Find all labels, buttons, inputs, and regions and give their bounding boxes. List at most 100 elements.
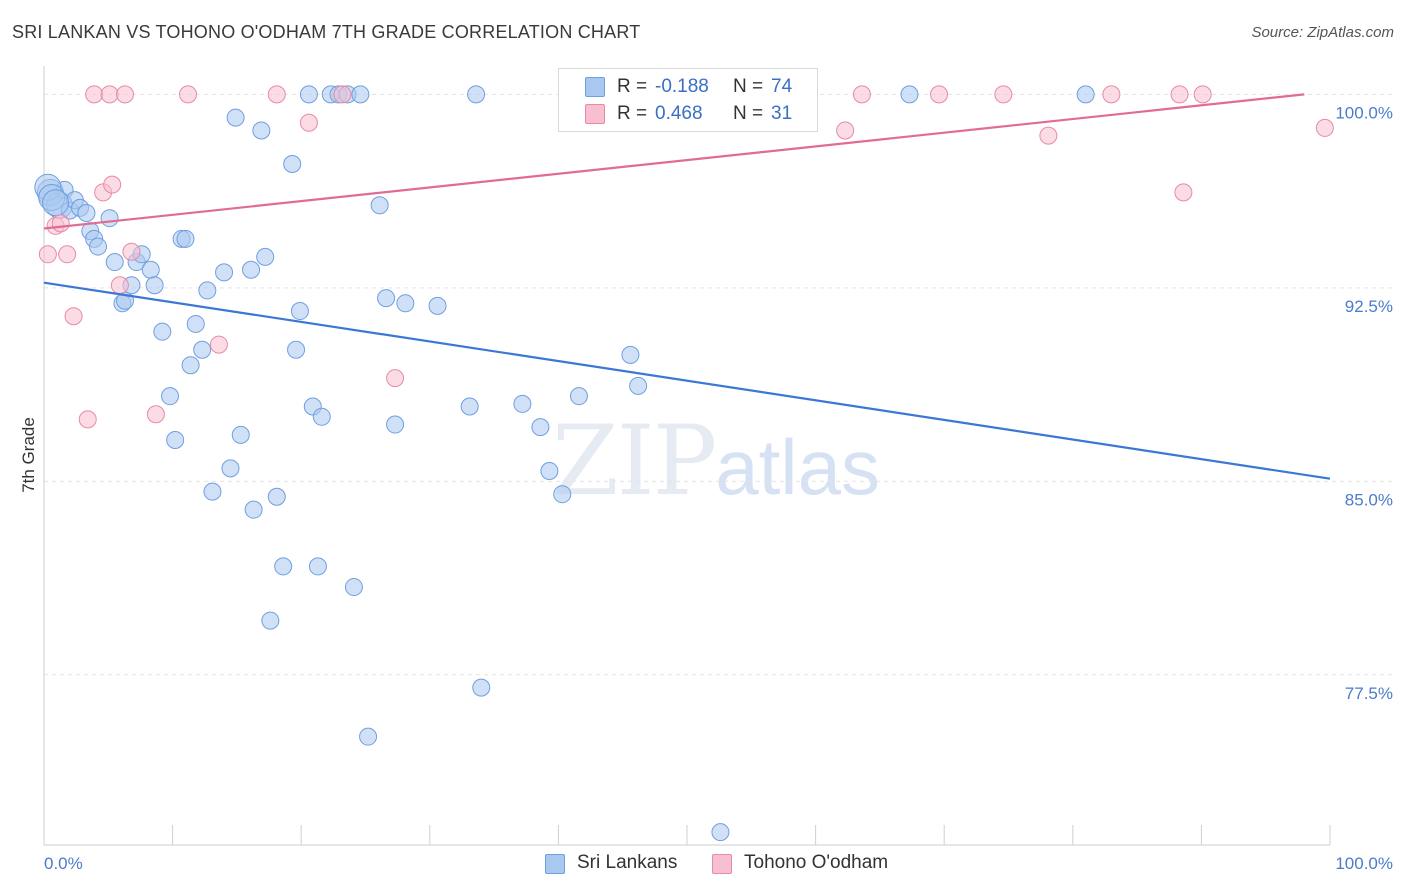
- y-tick-label: 100.0%: [1335, 103, 1393, 122]
- data-point-sri-lankans: [261, 611, 280, 630]
- data-point-tohono: [930, 85, 949, 104]
- data-point-tohono: [1102, 85, 1121, 104]
- bottom-legend-label: Tohono O'odham: [744, 852, 889, 873]
- data-point-sri-lankans: [621, 345, 640, 364]
- watermark-atlas: atlas: [715, 423, 880, 511]
- data-point-sri-lankans: [256, 247, 275, 266]
- data-point-sri-lankans: [344, 578, 363, 597]
- data-point-sri-lankans: [193, 340, 212, 359]
- data-point-sri-lankans: [215, 263, 234, 282]
- data-point-tohono: [58, 245, 77, 264]
- data-point-sri-lankans: [531, 418, 550, 437]
- x-tick-label: 100.0%: [1335, 854, 1393, 873]
- data-point-sri-lankans: [166, 431, 185, 450]
- data-point-sri-lankans: [252, 121, 271, 140]
- data-point-tohono: [267, 85, 286, 104]
- data-point-sri-lankans: [203, 482, 222, 501]
- data-point-tohono: [209, 335, 228, 354]
- axes: [43, 66, 1331, 846]
- trend-line-sri-lankans: [43, 281, 1331, 480]
- data-point-sri-lankans: [629, 376, 648, 395]
- data-point-sri-lankans: [467, 85, 486, 104]
- data-point-tohono: [386, 369, 405, 388]
- data-point-sri-lankans: [181, 356, 200, 375]
- data-point-sri-lankans: [283, 155, 302, 174]
- y-tick-label: 85.0%: [1345, 490, 1393, 509]
- data-point-sri-lankans: [290, 302, 309, 321]
- data-point-tohono: [146, 405, 165, 424]
- data-point-sri-lankans: [472, 678, 491, 697]
- data-point-sri-lankans: [900, 85, 919, 104]
- legend-n-label: N =: [733, 103, 764, 124]
- data-point-sri-lankans: [89, 237, 108, 256]
- data-point-tohono: [1039, 126, 1058, 145]
- data-point-tohono: [1193, 85, 1212, 104]
- data-point-sri-lankans: [77, 204, 96, 223]
- y-axis-label: 7th Grade: [19, 417, 38, 493]
- data-point-sri-lankans: [312, 407, 331, 426]
- source-label: Source: ZipAtlas.com: [1251, 24, 1394, 41]
- data-point-sri-lankans: [221, 459, 240, 478]
- data-point-sri-lankans: [351, 85, 370, 104]
- data-point-sri-lankans: [569, 387, 588, 406]
- watermark-zip: ZIP: [552, 405, 717, 517]
- data-point-tohono: [1170, 85, 1189, 104]
- data-point-tohono: [110, 276, 129, 295]
- data-point-tohono: [179, 85, 198, 104]
- y-tick-label: 77.5%: [1345, 684, 1393, 703]
- legend-r-label: R =: [617, 103, 648, 124]
- data-point-sri-lankans: [231, 425, 250, 444]
- data-points: [34, 85, 1334, 842]
- data-point-tohono: [85, 85, 104, 104]
- data-point-sri-lankans: [226, 108, 245, 127]
- legend-swatch-pink: [585, 104, 605, 124]
- data-point-sri-lankans: [460, 397, 479, 416]
- legend-r-value: -0.188: [655, 76, 709, 97]
- data-point-sri-lankans: [396, 294, 415, 313]
- data-point-sri-lankans: [359, 727, 378, 746]
- legend-r-value: 0.468: [655, 103, 703, 124]
- tick-labels: 100.0% 92.5% 85.0% 77.5% 0.0% 100.0%: [44, 103, 1393, 873]
- data-point-tohono: [333, 85, 352, 104]
- watermark: ZIPatlas: [552, 405, 880, 517]
- chart-title: SRI LANKAN VS TOHONO O'ODHAM 7TH GRADE C…: [12, 22, 641, 42]
- data-point-sri-lankans: [100, 209, 119, 228]
- data-point-tohono: [836, 121, 855, 140]
- data-point-sri-lankans: [242, 260, 261, 279]
- legend-n-value: 74: [771, 76, 793, 97]
- data-point-sri-lankans: [299, 85, 318, 104]
- x-tick-label: 0.0%: [44, 854, 83, 873]
- bottom-legend-label: Sri Lankans: [577, 852, 678, 873]
- data-point-sri-lankans: [513, 394, 532, 413]
- data-point-sri-lankans: [42, 189, 70, 217]
- data-point-tohono: [299, 113, 318, 132]
- legend-n-label: N =: [733, 76, 764, 97]
- legend-swatch-blue: [585, 77, 605, 97]
- data-point-sri-lankans: [186, 314, 205, 333]
- y-tick-label: 92.5%: [1345, 297, 1393, 316]
- data-point-sri-lankans: [370, 196, 389, 215]
- data-point-tohono: [103, 175, 122, 194]
- data-point-sri-lankans: [153, 322, 172, 341]
- data-point-tohono: [852, 85, 871, 104]
- data-point-tohono: [122, 242, 141, 261]
- data-point-sri-lankans: [287, 340, 306, 359]
- data-point-tohono: [100, 85, 119, 104]
- trend-lines: [43, 93, 1331, 480]
- data-point-sri-lankans: [198, 281, 217, 300]
- data-point-tohono: [1174, 183, 1193, 202]
- data-point-tohono: [38, 245, 57, 264]
- data-point-sri-lankans: [244, 500, 263, 519]
- data-point-sri-lankans: [377, 289, 396, 308]
- data-point-sri-lankans: [308, 557, 327, 576]
- data-point-sri-lankans: [176, 229, 195, 248]
- data-point-tohono: [78, 410, 97, 429]
- legend-n-value: 31: [771, 103, 793, 124]
- data-point-sri-lankans: [711, 823, 730, 842]
- data-point-sri-lankans: [553, 485, 572, 504]
- data-point-sri-lankans: [428, 296, 447, 315]
- data-point-tohono: [1315, 118, 1334, 137]
- bottom-legend-swatch-blue: [545, 854, 565, 874]
- data-point-sri-lankans: [540, 461, 559, 480]
